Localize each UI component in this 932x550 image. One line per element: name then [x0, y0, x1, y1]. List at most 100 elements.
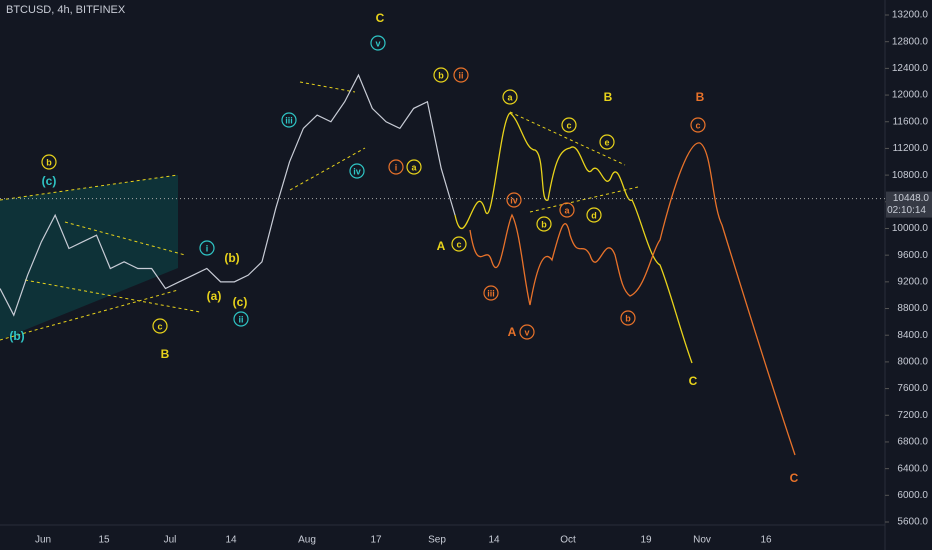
- y-tick-label: 8400.0: [897, 330, 928, 341]
- wave-label: C: [790, 471, 799, 485]
- projection-yellow: [454, 112, 693, 364]
- wave-label: c: [566, 120, 571, 130]
- x-tick-label: Aug: [298, 535, 316, 546]
- countdown: 02:10:14: [887, 205, 926, 216]
- wave-circle: [561, 117, 577, 133]
- y-tick-label: 10000.0: [892, 223, 929, 234]
- wave-label: ii: [238, 314, 243, 324]
- wave-label: a: [507, 92, 513, 102]
- x-tick-label: 17: [370, 535, 382, 546]
- wave-circle: [433, 67, 449, 83]
- x-tick-label: Nov: [693, 535, 711, 546]
- wave-circle: [233, 311, 249, 327]
- y-tick-label: 7600.0: [897, 383, 928, 394]
- wave-label: b: [438, 70, 444, 80]
- y-tick-label: 8000.0: [897, 357, 928, 368]
- wave-circle: [349, 163, 365, 179]
- wave-label: e: [604, 137, 609, 147]
- wave-label: b: [541, 219, 547, 229]
- wave-label: B: [161, 347, 170, 361]
- x-tick-label: 15: [98, 535, 110, 546]
- projection-orange: [469, 142, 796, 456]
- y-tick-label: 7200.0: [897, 410, 928, 421]
- wave-circle: [483, 285, 499, 301]
- wave-label: b: [625, 313, 631, 323]
- wave-label: d: [591, 210, 597, 220]
- y-tick-label: 6800.0: [897, 437, 928, 448]
- wave-circle: [370, 35, 386, 51]
- wave-label: C: [376, 11, 385, 25]
- y-tick-label: 10800.0: [892, 170, 929, 181]
- wave-circle: [620, 310, 636, 326]
- wave-circle: [690, 117, 706, 133]
- wave-circle: [559, 202, 575, 218]
- wave-label: (c): [42, 174, 57, 188]
- wave-circle: [406, 159, 422, 175]
- wave-circle: [152, 318, 168, 334]
- wave-label: iv: [510, 195, 518, 205]
- y-tick-label: 11200.0: [893, 143, 929, 154]
- wave-label: B: [696, 90, 705, 104]
- y-tick-label: 9600.0: [897, 250, 928, 261]
- wave-circle: [502, 89, 518, 105]
- wave-label: ii: [458, 70, 463, 80]
- y-tick-label: 11600.0: [893, 116, 929, 127]
- trendlines: [0, 81, 639, 341]
- wave-label: v: [524, 327, 529, 337]
- wave-circle: [519, 324, 535, 340]
- y-tick-label: 6400.0: [897, 463, 928, 474]
- wave-label: c: [157, 321, 162, 331]
- channel-fill: [0, 175, 178, 340]
- y-tick-label: 8800.0: [897, 303, 928, 314]
- wave-label: c: [456, 239, 461, 249]
- last-price-box: [886, 191, 932, 218]
- x-tick-label: Jun: [35, 535, 51, 546]
- wave-label: C: [689, 374, 698, 388]
- x-tick-label: 19: [640, 535, 652, 546]
- wave-circle: [451, 236, 467, 252]
- wave-label: B: [604, 90, 613, 104]
- x-tick-label: Jul: [164, 535, 177, 546]
- wave-label: A: [508, 325, 517, 339]
- wave-label: a: [411, 162, 417, 172]
- x-tick-label: Oct: [560, 535, 576, 546]
- wave-circle: [388, 159, 404, 175]
- x-tick-label: 14: [225, 535, 237, 546]
- wave-label: (b): [224, 251, 239, 265]
- y-tick-label: 5600.0: [897, 517, 928, 528]
- y-tick-label: 12800.0: [892, 36, 929, 47]
- price-line: [0, 73, 456, 317]
- wave-circle: [41, 154, 57, 170]
- wave-circle: [599, 134, 615, 150]
- x-tick-label: 14: [488, 535, 500, 546]
- y-tick-label: 13200.0: [892, 10, 929, 21]
- y-tick-label: 6000.0: [897, 490, 928, 501]
- wave-circle: [453, 67, 469, 83]
- wave-label: (c): [233, 295, 248, 309]
- y-tick-label: 12400.0: [892, 63, 929, 74]
- wave-circle: [586, 207, 602, 223]
- wave-label: i: [395, 162, 398, 172]
- y-tick-label: 9200.0: [897, 276, 928, 287]
- wave-label: a: [564, 205, 570, 215]
- wave-label: c: [695, 120, 700, 130]
- wave-circle: [281, 112, 297, 128]
- wave-label: (b): [9, 329, 24, 343]
- wave-label: iii: [285, 115, 293, 125]
- wave-label: v: [375, 38, 380, 48]
- y-tick-label: 12000.0: [892, 90, 929, 101]
- wave-label: iv: [353, 166, 361, 176]
- wave-label: (a): [207, 289, 222, 303]
- wave-label: b: [46, 157, 52, 167]
- last-price-label: 10448.0: [893, 193, 930, 204]
- wave-label: iii: [487, 288, 495, 298]
- wave-circle: [506, 192, 522, 208]
- x-tick-label: Sep: [428, 535, 446, 546]
- wave-circle: [199, 240, 215, 256]
- wave-label: i: [206, 243, 209, 253]
- wave-label: A: [437, 239, 446, 253]
- x-tick-label: 16: [760, 535, 772, 546]
- symbol: BTCUSD, 4h, BITFINEX: [6, 4, 126, 16]
